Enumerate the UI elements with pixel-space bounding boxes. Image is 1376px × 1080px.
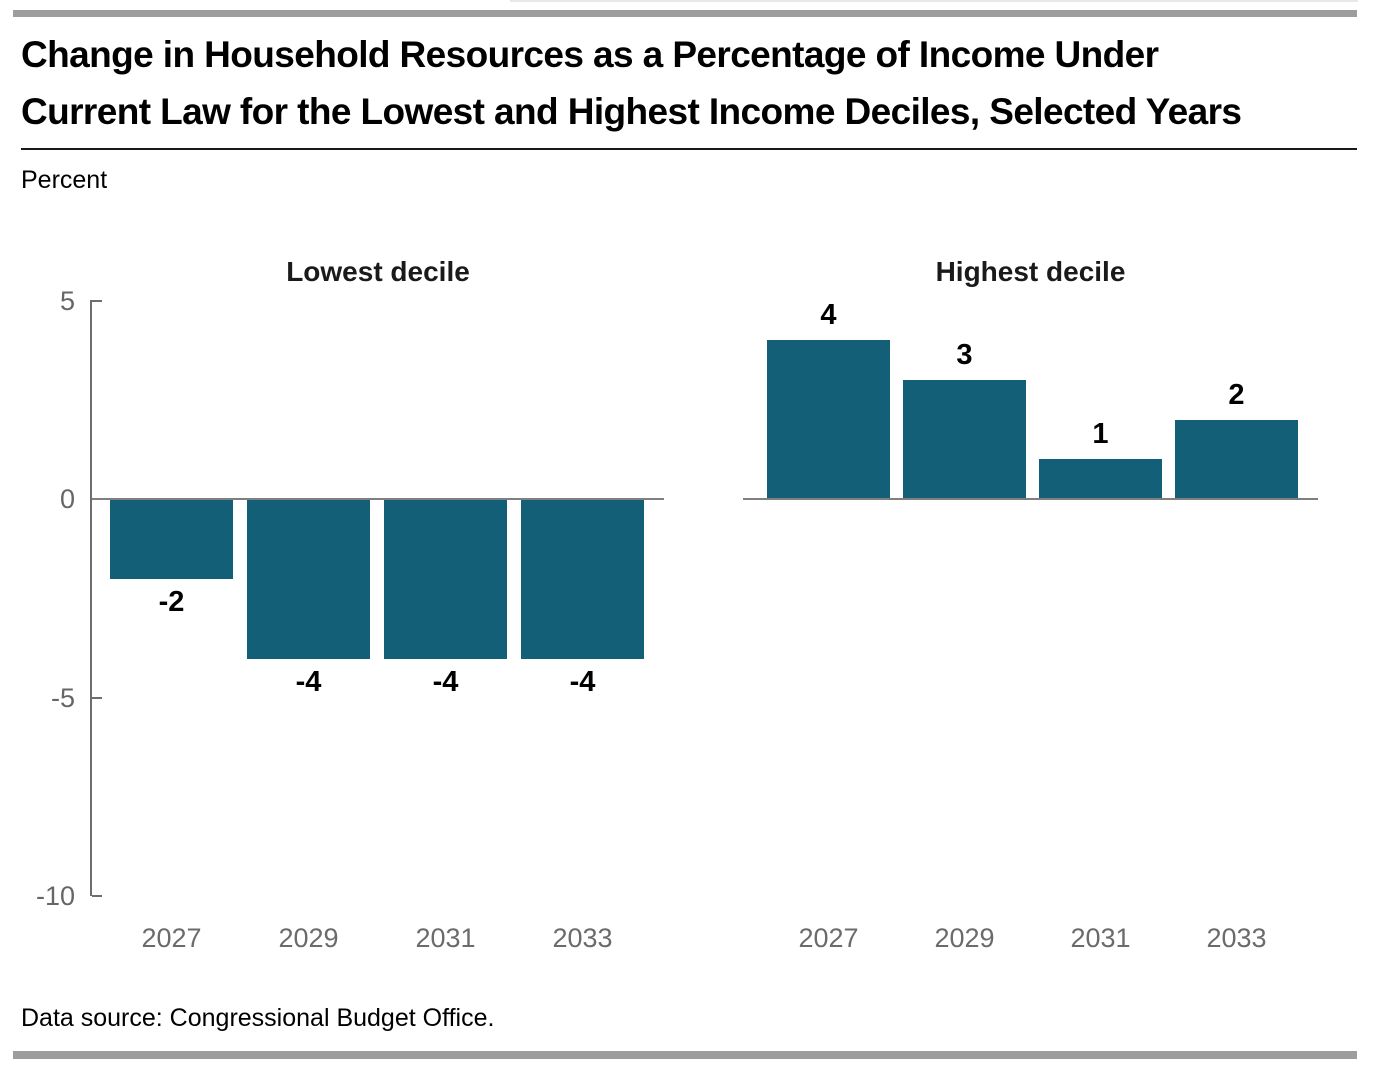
bottom-accent-bar [13,1051,1357,1059]
bar-2033 [1175,419,1298,499]
y-axis-tick-label: -5 [50,682,75,713]
y-axis-unit-label: Percent [21,166,108,194]
window-edge-line [510,0,1358,2]
chart-title-lowest-decile: Lowest decile [286,256,470,287]
page-title-line-1: Change in Household Resources as a Perce… [21,34,1159,75]
bar-2033 [521,500,644,659]
x-axis-label-2031: 2031 [415,923,476,953]
x-axis-label-2033: 2033 [552,923,613,953]
value-label: 1 [1092,418,1109,451]
top-accent-bar [13,10,1357,17]
value-label: 4 [820,299,837,332]
x-axis-label-2027: 2027 [141,923,202,953]
zero-gridline [92,498,664,500]
y-axis-tick [92,895,102,897]
data-source-note: Data source: Congressional Budget Office… [21,1004,495,1032]
y-axis-line [90,300,92,896]
page-title-line-2: Current Law for the Lowest and Highest I… [21,91,1242,132]
y-axis-tick [92,696,102,699]
x-axis-label-2027: 2027 [798,923,859,953]
bar-2027 [767,340,890,499]
bar-2029 [247,500,370,659]
bar-2031 [1039,459,1162,499]
x-axis-label-2033: 2033 [1206,923,1267,953]
y-axis-tick-label: -10 [35,881,75,911]
baseline [743,498,1318,500]
value-label: -2 [158,586,185,619]
value-label: -4 [432,665,459,698]
value-label: -4 [569,665,596,698]
y-axis-tick-label: 5 [59,285,75,316]
y-axis-tick-label: 0 [59,484,75,514]
bar-2029 [903,379,1026,499]
chart-title-highest-decile: Highest decile [935,256,1126,287]
y-axis-tick [92,299,102,302]
value-label: -4 [295,665,322,698]
value-label: 3 [956,338,973,371]
title-divider [21,148,1357,150]
bar-2031 [384,500,507,659]
x-axis-label-2029: 2029 [278,923,339,953]
x-axis-label-2031: 2031 [1070,923,1131,953]
x-axis-label-2029: 2029 [934,923,995,953]
value-label: 2 [1228,378,1245,411]
bar-2027 [110,500,233,580]
page-title: Change in Household Resources as a Perce… [21,26,1361,140]
